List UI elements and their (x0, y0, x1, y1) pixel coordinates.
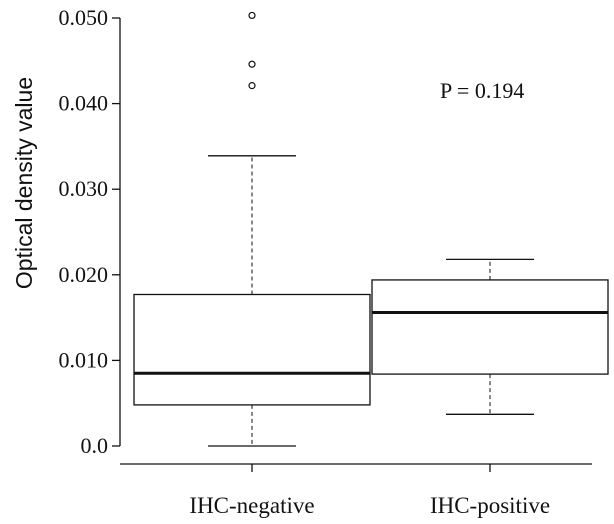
x-tick-label: IHC-positive (430, 493, 550, 518)
y-tick-label: 0.0 (81, 433, 109, 458)
x-tick-label: IHC-negative (189, 493, 314, 518)
y-axis-label: Optical density value (11, 77, 37, 289)
y-tick-label: 0.010 (59, 347, 109, 372)
iqr-box (371, 279, 609, 375)
p-value-annotation: P = 0.194 (440, 78, 524, 103)
y-tick-label: 0.030 (59, 176, 109, 201)
outlier-point (248, 11, 256, 20)
box-group (133, 11, 371, 447)
y-tick-label: 0.050 (59, 5, 109, 30)
iqr-box (133, 293, 371, 406)
axes: 0.0 0.010 0.020 0.030 0.040 0.050 IHC-negative… (59, 5, 592, 518)
y-tick-label: 0.040 (59, 91, 109, 116)
boxes (133, 11, 609, 447)
outlier-point (248, 82, 256, 90)
outlier-point (248, 60, 256, 68)
y-tick-label: 0.020 (59, 262, 109, 287)
box-group (371, 258, 609, 415)
